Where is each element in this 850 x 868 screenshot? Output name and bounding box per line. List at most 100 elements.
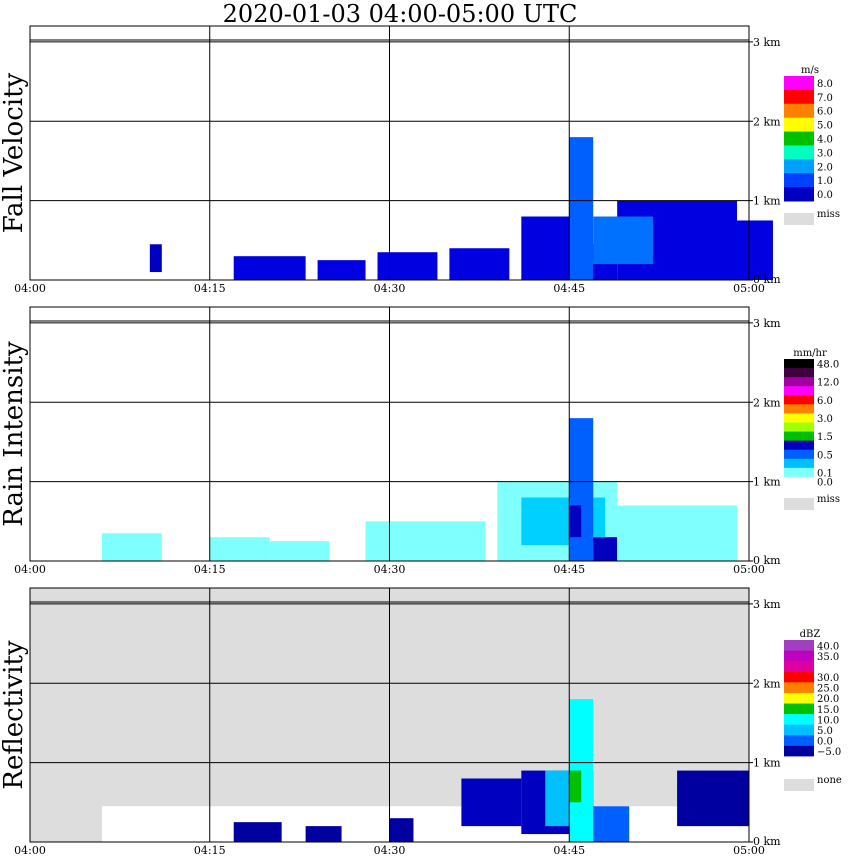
colorbar-swatch	[784, 117, 814, 133]
colorbar-label: 48.0	[817, 360, 839, 371]
colorbar-unit: mm/hr	[793, 348, 827, 359]
colorbar-label: 0.0	[817, 737, 833, 748]
colorbar-label: 10.0	[817, 715, 839, 726]
colorbar-swatch	[784, 692, 814, 704]
colorbar-label: 15.0	[817, 705, 839, 716]
x-tick-label: 04:15	[194, 563, 226, 576]
echo-cell	[677, 770, 749, 827]
echo-cell	[209, 537, 270, 561]
colorbar-swatch	[784, 661, 814, 673]
colorbar-label: 0.0	[817, 190, 833, 201]
colorbar-label: 3.0	[817, 414, 833, 425]
colorbar-swatch	[784, 377, 814, 387]
colorbar-label: 35.0	[817, 652, 839, 663]
echo-cell	[461, 778, 522, 827]
colorbar-swatch	[784, 467, 814, 478]
colorbar-label: 7.0	[817, 93, 833, 104]
colorbar-label: −5.0	[817, 747, 841, 758]
colorbar-label: 0.0	[817, 477, 833, 488]
echo-cell	[617, 505, 738, 561]
echo-cell	[569, 418, 594, 561]
panels-layer: 04:00 04:15 04:30 04:45 05:000 km1 km2 km3 k…	[0, 25, 842, 857]
colorbar-swatch	[784, 159, 814, 174]
colorbar-missing-label: miss	[817, 209, 840, 220]
colorbar-label: 12.0	[817, 378, 839, 389]
echo-cell	[377, 252, 438, 280]
y-tick-label: 2 km	[753, 115, 781, 128]
x-tick-label: 05:00	[733, 844, 765, 857]
x-tick-label: 04:00	[14, 844, 46, 857]
x-tick-label: 04:15	[194, 282, 226, 295]
x-tick-label: 04:15	[194, 844, 226, 857]
colorbar-label: 5.0	[817, 726, 833, 737]
x-tick-label: 04:30	[374, 563, 406, 576]
colorbar-swatch	[784, 395, 814, 405]
colorbar-swatch	[784, 173, 814, 188]
echo-cell	[269, 541, 330, 561]
y-axis-label: Reflectivity	[0, 640, 29, 789]
colorbar-label: 5.0	[817, 121, 833, 132]
echo-cell	[593, 806, 630, 842]
echo-cell	[569, 770, 582, 803]
colorbar-swatch	[784, 440, 814, 451]
y-axis-label: Fall Velocity	[0, 72, 29, 233]
colorbar-label: 3.0	[817, 148, 833, 159]
y-tick-label: 1 km	[753, 757, 781, 770]
colorbar-swatch	[784, 650, 814, 662]
colorbar-label: 6.0	[817, 396, 833, 407]
colorbar-label: 0.5	[817, 450, 833, 461]
echo-cell	[305, 826, 342, 842]
colorbar-swatch	[784, 103, 814, 119]
colorbar-swatch	[784, 682, 814, 694]
colorbar-swatch	[784, 714, 814, 726]
colorbar-swatch	[784, 89, 814, 105]
colorbar-swatch	[784, 422, 814, 433]
y-tick-label: 2 km	[753, 677, 781, 690]
colorbar-swatch	[784, 145, 814, 160]
x-tick-label: 05:00	[733, 282, 765, 295]
colorbar-missing-swatch	[784, 213, 814, 225]
colorbar-label: 8.0	[817, 79, 833, 90]
echo-cell	[569, 137, 594, 280]
x-tick-label: 04:30	[374, 282, 406, 295]
x-tick-label: 04:30	[374, 844, 406, 857]
y-tick-label: 3 km	[753, 36, 781, 49]
colorbar-swatch	[784, 735, 814, 747]
colorbar-label: 2.0	[817, 162, 833, 173]
colorbar-missing-swatch	[784, 779, 814, 791]
echo-cell	[521, 216, 570, 280]
colorbar-swatch	[784, 76, 814, 91]
colorbar-swatch	[784, 187, 814, 202]
plot-frame	[29, 587, 750, 843]
colorbar-label: 25.0	[817, 684, 839, 695]
y-tick-label: 2 km	[753, 396, 781, 409]
y-tick-label: 1 km	[753, 476, 781, 489]
colorbar-swatch	[784, 703, 814, 715]
colorbar-label: 0.1	[817, 468, 833, 479]
plot-frame	[29, 306, 750, 562]
y-tick-label: 0 km	[753, 835, 781, 848]
colorbar-missing-swatch	[784, 498, 814, 510]
colorbar-label: 20.0	[817, 694, 839, 705]
figure-title: 2020-01-03 04:00-05:00 UTC	[223, 0, 578, 28]
colorbar-swatch	[784, 449, 814, 460]
colorbar-label: 30.0	[817, 673, 839, 684]
colorbar-swatch	[784, 671, 814, 683]
colorbar-unit: dBZ	[800, 629, 821, 640]
colorbar-swatch	[784, 476, 814, 487]
colorbar-swatch	[784, 431, 814, 442]
colorbar-missing-label: miss	[817, 494, 840, 505]
colorbar-missing-label: none	[817, 775, 842, 786]
echo-cell	[593, 537, 618, 561]
x-tick-label: 04:45	[553, 282, 585, 295]
colorbar-unit: m/s	[801, 65, 819, 76]
y-axis-label: Rain Intensity	[0, 341, 29, 527]
colorbar-label: 4.0	[817, 135, 833, 146]
y-tick-label: 1 km	[753, 195, 781, 208]
colorbar-swatch	[784, 756, 814, 768]
echo-cell	[689, 220, 773, 280]
echo-cell	[101, 533, 162, 561]
echo-cell	[389, 818, 414, 842]
colorbar-label: 6.0	[817, 107, 833, 118]
echo-cell	[593, 216, 654, 265]
